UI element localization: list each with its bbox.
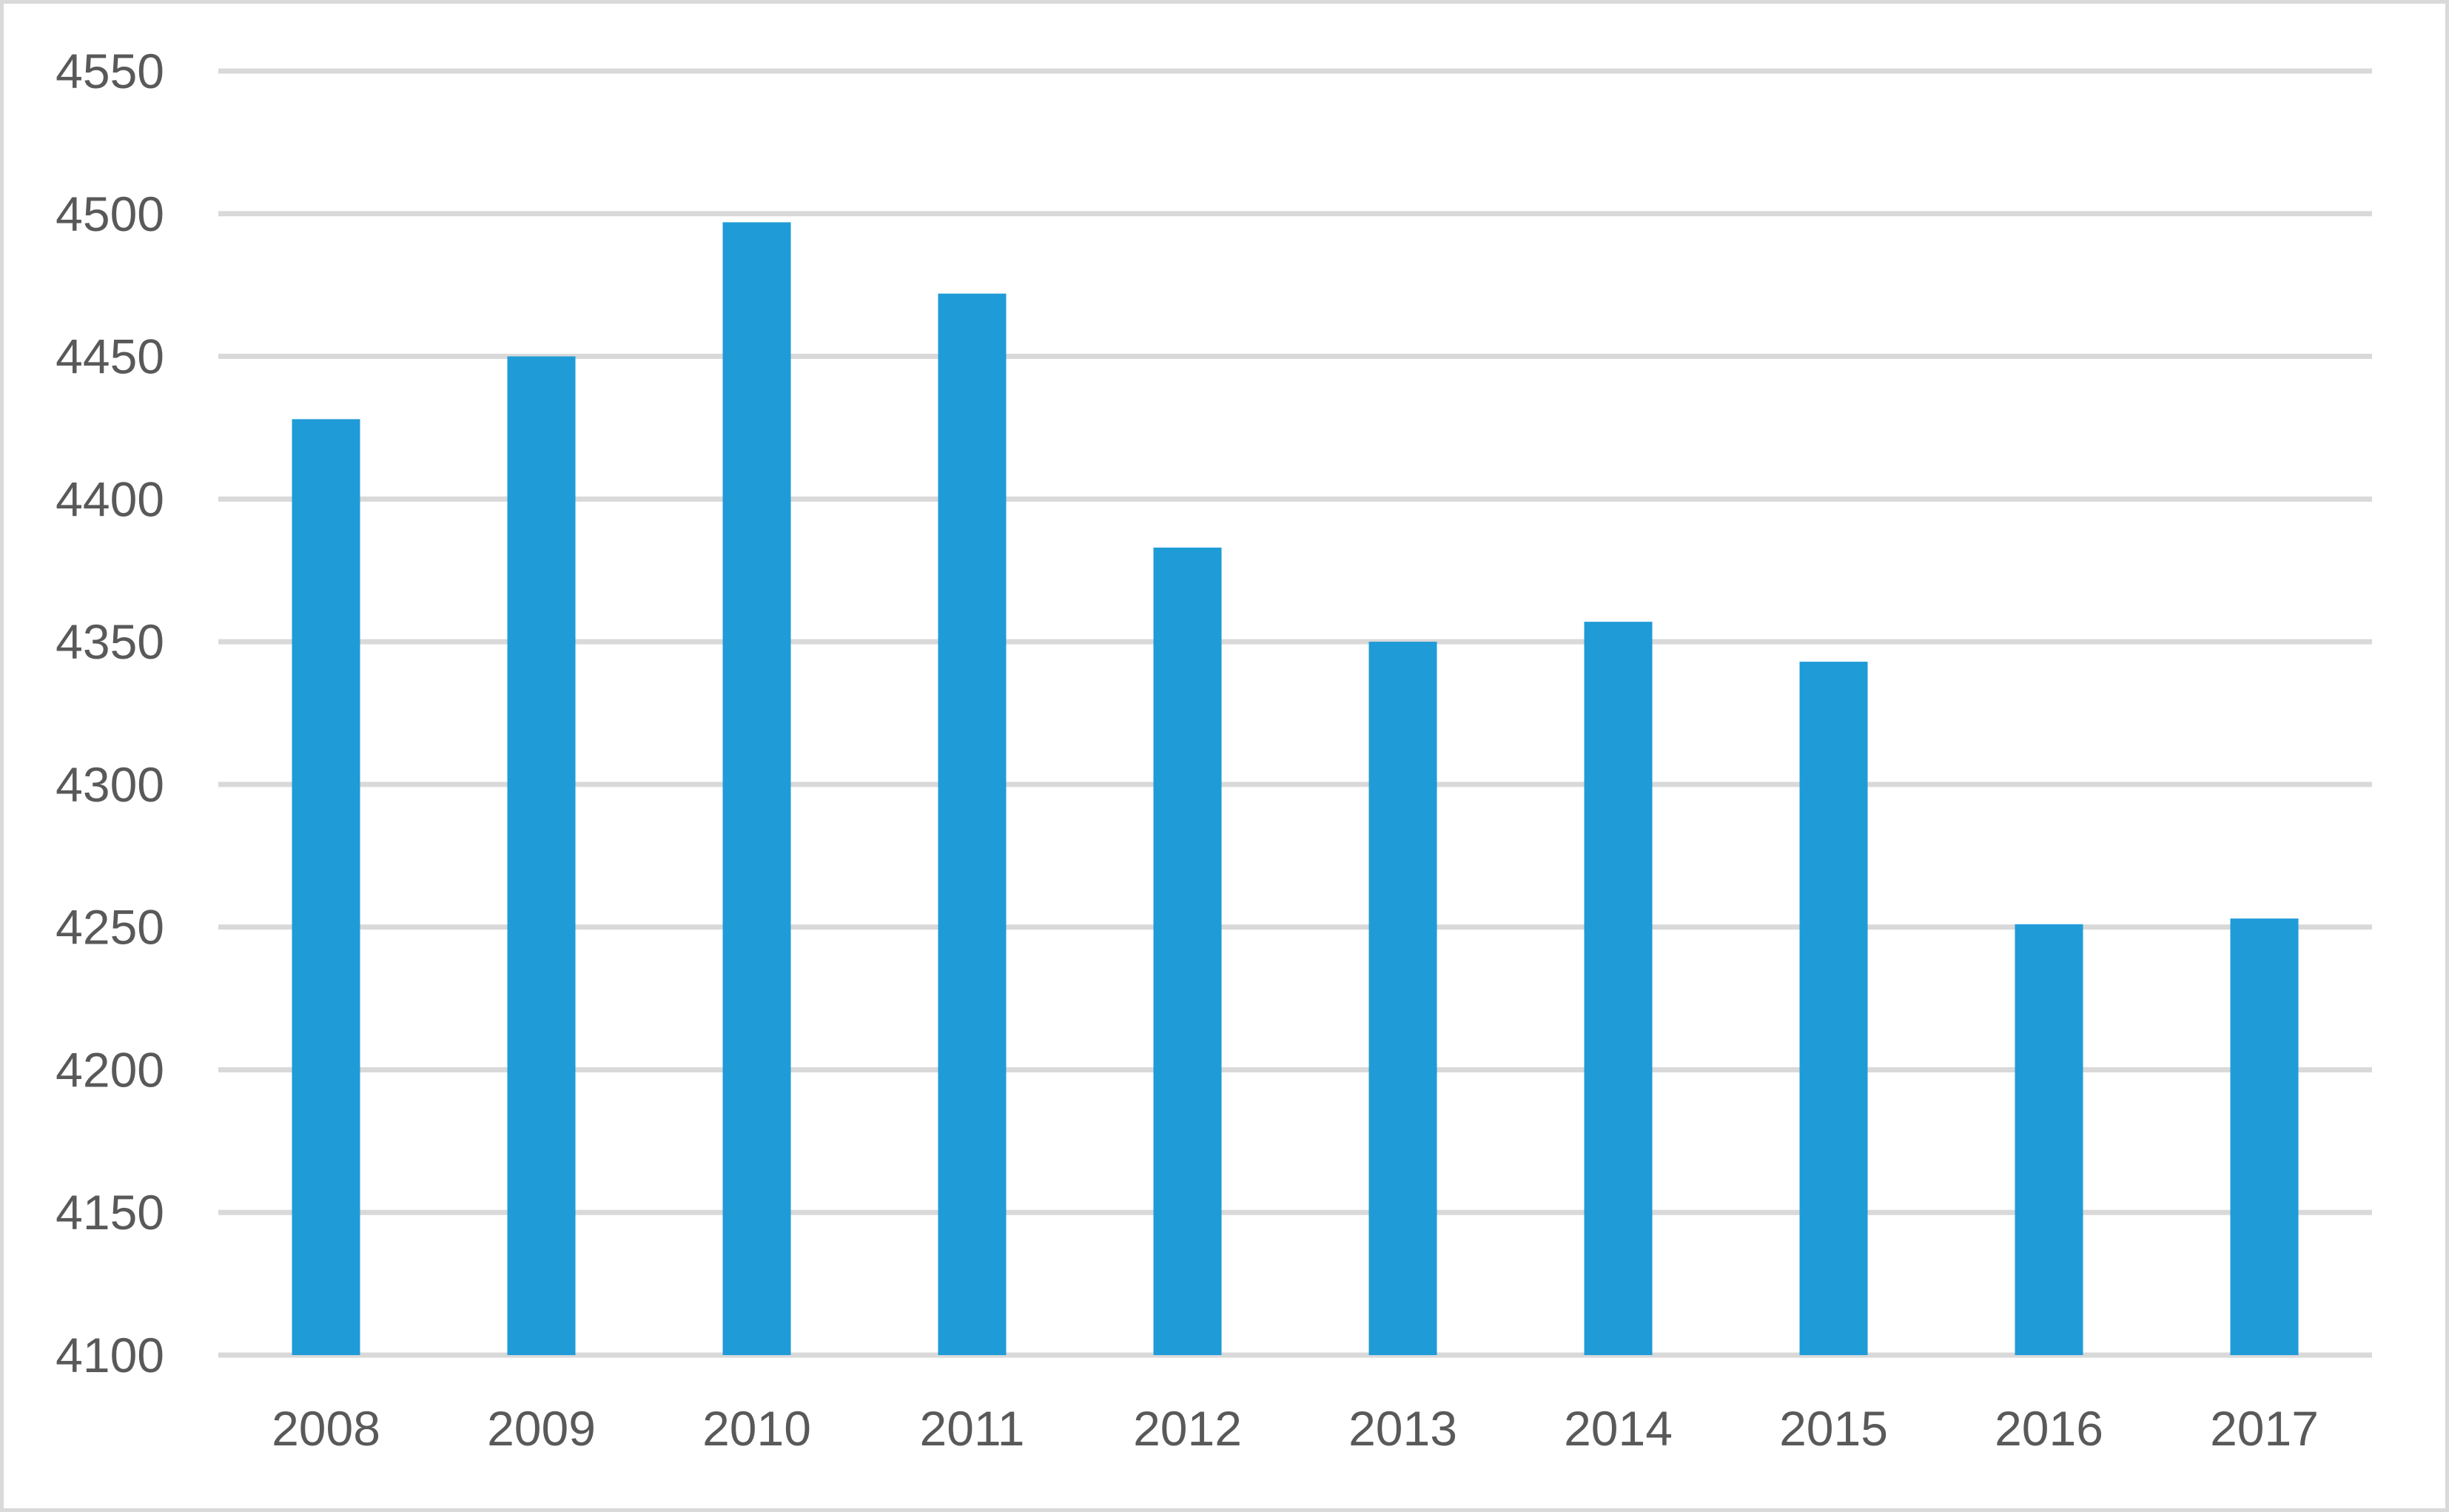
- x-tick-label: 2013: [1348, 1401, 1457, 1456]
- bar-2017: [2230, 918, 2299, 1355]
- bar-2014: [1584, 622, 1653, 1355]
- y-tick-label: 4250: [56, 900, 164, 955]
- x-tick-label: 2016: [1995, 1401, 2103, 1456]
- y-tick-label: 4550: [56, 44, 164, 98]
- y-tick-label: 4300: [56, 757, 164, 812]
- bar-2008: [292, 419, 360, 1355]
- x-tick-label: 2008: [272, 1401, 380, 1456]
- bar-2011: [938, 293, 1007, 1355]
- y-tick-label: 4500: [56, 187, 164, 241]
- y-tick-label: 4350: [56, 614, 164, 669]
- y-tick-label: 4100: [56, 1328, 164, 1382]
- y-tick-label: 4400: [56, 471, 164, 526]
- x-tick-label: 2010: [702, 1401, 811, 1456]
- y-tick-label: 4200: [56, 1042, 164, 1097]
- x-tick-label: 2015: [1779, 1401, 1888, 1456]
- bar-2010: [722, 222, 791, 1355]
- bar-2012: [1153, 547, 1222, 1355]
- x-tick-label: 2009: [487, 1401, 596, 1456]
- bar-2013: [1368, 642, 1437, 1355]
- y-tick-label: 4450: [56, 329, 164, 384]
- x-tick-label: 2012: [1133, 1401, 1242, 1456]
- bar-2015: [1799, 662, 1868, 1355]
- y-axis-tick-labels: 4100 4150 4200 4250 4300 4350 4400 4450 4500 4550: [56, 44, 164, 1382]
- y-tick-label: 4150: [56, 1185, 164, 1240]
- x-tick-label: 2017: [2210, 1401, 2319, 1456]
- bars: [292, 222, 2299, 1355]
- x-axis-tick-labels: 2008 2009 2010 2011 2012 2013 2014 2015 2016 2017: [272, 1401, 2319, 1456]
- x-tick-label: 2014: [1564, 1401, 1673, 1456]
- gridlines: [218, 68, 2372, 1358]
- bar-2009: [507, 356, 576, 1355]
- bar-2016: [2015, 924, 2083, 1355]
- x-tick-label: 2011: [920, 1401, 1025, 1456]
